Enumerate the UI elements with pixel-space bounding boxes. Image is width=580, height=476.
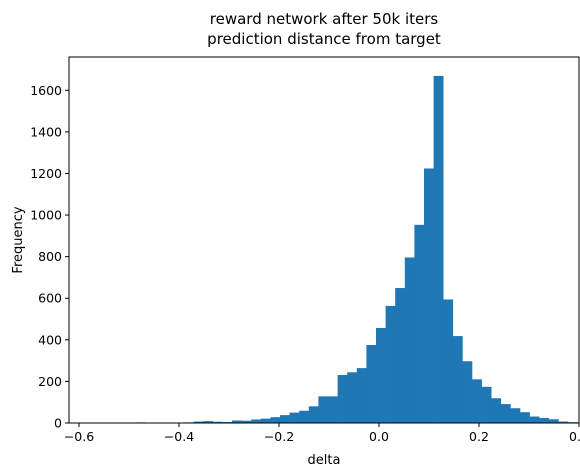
y-axis-ticks: 0 200 400 600 800 1000 1200 1400 1600 [30, 83, 69, 431]
histogram-bar [193, 421, 204, 423]
x-tick-label: 0.4 [569, 429, 580, 444]
y-tick-label: 800 [38, 249, 62, 264]
x-tick-label: 0.2 [469, 429, 489, 444]
histogram-bar [203, 421, 214, 423]
histogram-bar [520, 412, 530, 423]
histogram-bar [452, 336, 463, 423]
histogram-bar [366, 345, 377, 423]
x-axis-ticks: −0.6 −0.4 −0.2 0.0 0.2 0.4 [64, 423, 580, 444]
histogram-bar [500, 404, 511, 423]
x-tick-label: −0.4 [164, 429, 194, 444]
histogram-bar [433, 75, 444, 424]
histogram-bar [481, 386, 492, 423]
histogram-bar [424, 168, 434, 423]
x-tick-label: −0.2 [264, 429, 294, 444]
histogram-bar [337, 374, 348, 423]
histogram-bar [548, 419, 559, 423]
histogram-bar [558, 421, 569, 423]
x-axis-label: delta [308, 453, 341, 468]
histogram-bar [308, 406, 319, 423]
y-tick-label: 600 [38, 291, 62, 306]
histogram-bar [347, 372, 358, 423]
histogram-bar [539, 418, 550, 423]
histogram-bars [107, 75, 578, 424]
y-tick-label: 1000 [30, 208, 62, 223]
histogram-bar [251, 419, 262, 423]
y-tick-label: 200 [38, 374, 62, 389]
y-tick-label: 1600 [30, 83, 62, 98]
y-tick-label: 1400 [30, 124, 62, 139]
chart-title-line-2: prediction distance from target [207, 30, 441, 48]
histogram-bar [289, 412, 300, 423]
histogram-bar [260, 418, 271, 423]
x-tick-label: −0.6 [64, 429, 94, 444]
y-tick-label: 400 [38, 332, 62, 347]
y-axis-label: Frequency [11, 206, 26, 273]
histogram-bar [280, 415, 290, 423]
histogram-bar [270, 417, 281, 423]
plot-frame [68, 56, 580, 424]
histogram-bar [222, 421, 233, 423]
histogram-bar [491, 398, 502, 423]
histogram-bar [299, 410, 310, 423]
histogram-bar [356, 368, 367, 423]
histogram-bar [232, 420, 242, 423]
histogram-bar [385, 305, 396, 423]
histogram-bar [318, 396, 329, 423]
histogram-bar [443, 299, 454, 423]
histogram-bar [529, 416, 540, 423]
histogram-bar [376, 327, 386, 423]
histogram-bar [510, 408, 521, 423]
y-tick-label: 0 [54, 416, 62, 431]
histogram-bar [212, 421, 223, 423]
chart-title-line-1: reward network after 50k iters [210, 10, 439, 28]
histogram-bar [472, 379, 482, 423]
histogram-bar [241, 420, 252, 423]
x-tick-label: 0.0 [369, 429, 389, 444]
histogram-bar [462, 361, 473, 423]
y-tick-label: 1200 [30, 166, 62, 181]
histogram-bar [395, 288, 406, 423]
histogram-bar [414, 224, 425, 423]
histogram-bar [404, 257, 415, 423]
histogram-bar [328, 396, 338, 423]
